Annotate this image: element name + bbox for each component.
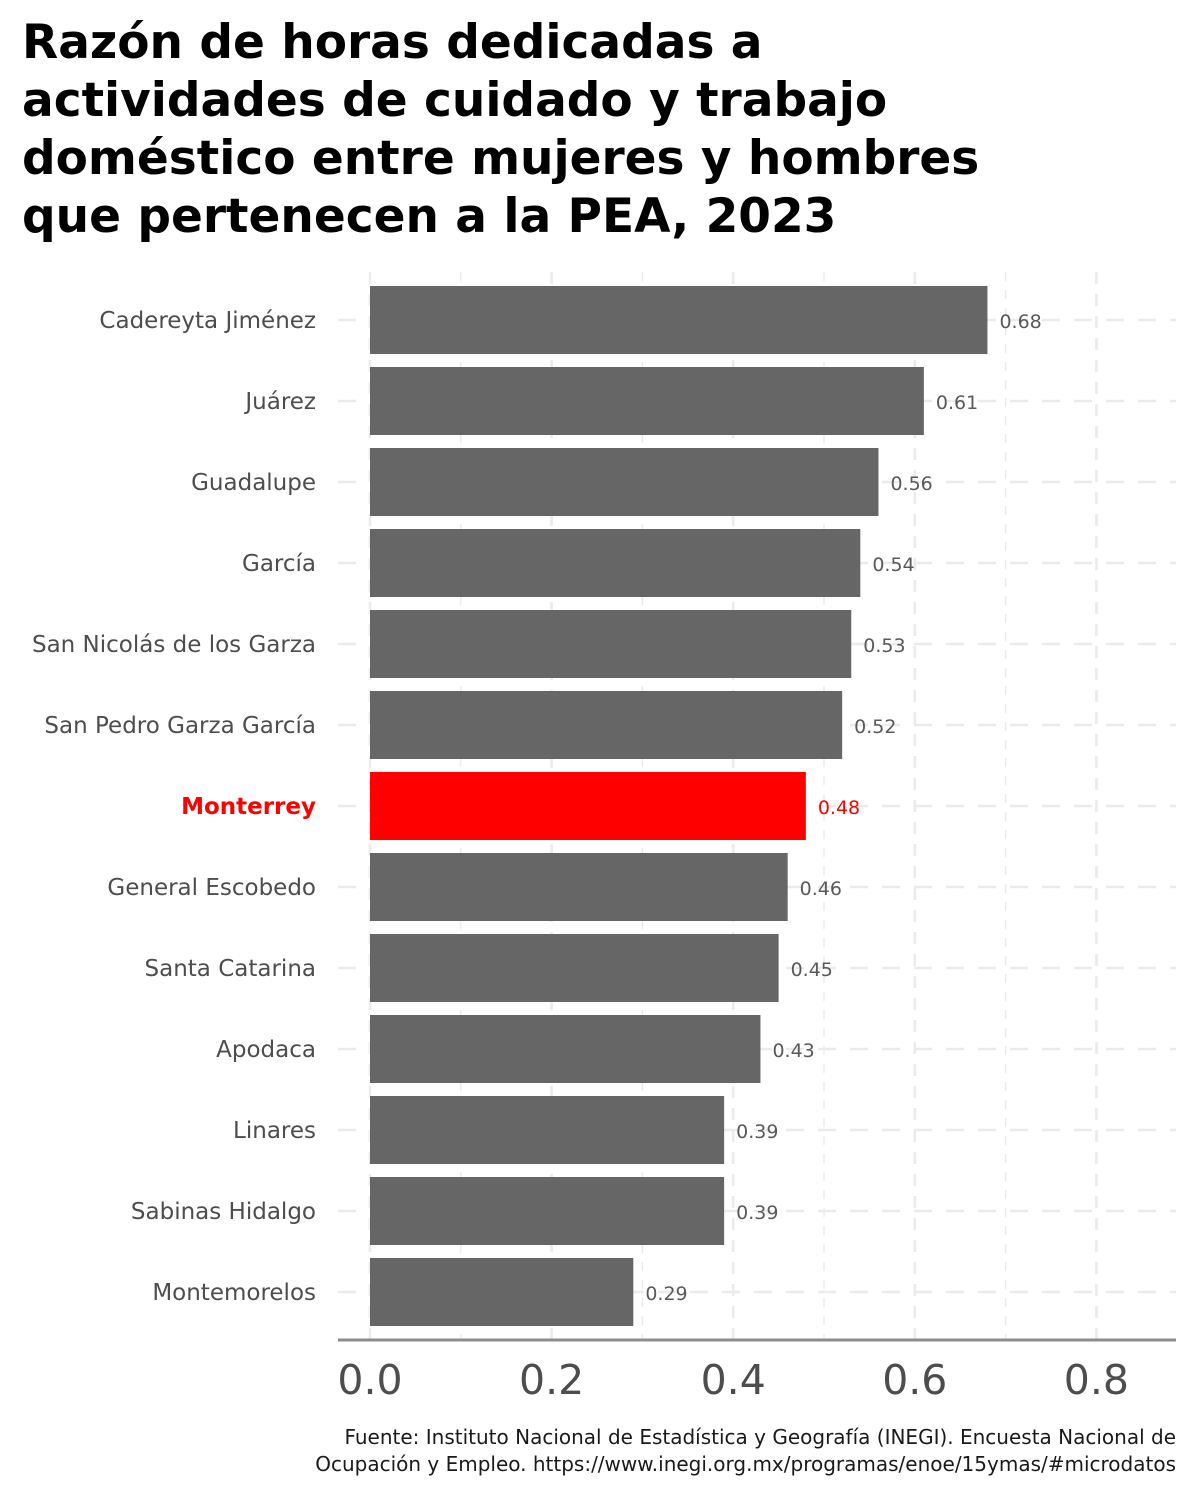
value-label: 0.45 (791, 959, 833, 981)
bar (370, 1258, 634, 1326)
category-label: San Nicolás de los Garza (32, 632, 316, 658)
category-label: General Escobedo (107, 875, 316, 901)
value-label: 0.29 (645, 1283, 687, 1305)
value-label: 0.39 (736, 1121, 778, 1143)
value-label: 0.43 (772, 1040, 814, 1062)
bar (370, 1015, 761, 1083)
category-label: Guadalupe (191, 470, 316, 496)
x-tick-label: 0.8 (1064, 1356, 1129, 1404)
value-label: 0.53 (863, 635, 905, 657)
x-tick-label: 0.6 (882, 1356, 947, 1404)
value-label: 0.39 (736, 1202, 778, 1224)
bar (370, 610, 852, 678)
x-tick-label: 0.0 (337, 1356, 402, 1404)
value-label: 0.54 (872, 554, 914, 576)
bar (370, 367, 924, 435)
bar (370, 529, 861, 597)
category-label: Cadereyta Jiménez (99, 308, 316, 334)
value-label: 0.61 (936, 392, 978, 414)
chart-title-line: actividades de cuidado y trabajo (22, 73, 888, 128)
bar (370, 1177, 725, 1245)
x-tick-label: 0.2 (519, 1356, 584, 1404)
bar (370, 853, 788, 921)
category-label: Apodaca (216, 1037, 316, 1063)
category-label: Sabinas Hidalgo (131, 1199, 316, 1225)
value-label: 0.48 (818, 797, 860, 819)
bars-layer (370, 286, 988, 1326)
value-label: 0.46 (800, 878, 842, 900)
chart-title: Razón de horas dedicadas a actividades d… (22, 14, 1172, 246)
chart-caption: Fuente: Instituto Nacional de Estadístic… (26, 1424, 1176, 1478)
bar (370, 1096, 725, 1164)
category-label: Juárez (243, 389, 316, 415)
caption-line: Fuente: Instituto Nacional de Estadístic… (344, 1425, 1176, 1449)
value-label: 0.52 (854, 716, 896, 738)
bar (370, 691, 843, 759)
value-label: 0.56 (890, 473, 932, 495)
category-label: García (242, 551, 316, 577)
bar (370, 448, 879, 516)
category-label: Montemorelos (152, 1280, 316, 1306)
labels-layer: Cadereyta Jiménez 0.68 Juárez 0.61 Guadalupe… (32, 308, 1042, 1306)
chart-title-line: Razón de horas dedicadas a (22, 15, 763, 70)
category-label: Linares (233, 1118, 316, 1144)
category-label: Monterrey (181, 794, 316, 820)
bar-highlighted (370, 772, 806, 840)
chart-title-line: que pertenecen a la PEA, 2023 (22, 189, 837, 244)
category-label: Santa Catarina (145, 956, 316, 982)
x-tick-label: 0.4 (701, 1356, 766, 1404)
bar (370, 286, 988, 354)
value-label: 0.68 (999, 311, 1041, 333)
caption-line: Ocupación y Empleo. https://www.inegi.or… (315, 1452, 1176, 1476)
category-label: San Pedro Garza García (44, 713, 316, 739)
chart-title-line: doméstico entre mujeres y hombres (22, 131, 980, 186)
x-axis: 0.0 0.2 0.4 0.6 0.8 (337, 1338, 1176, 1404)
bar (370, 934, 779, 1002)
